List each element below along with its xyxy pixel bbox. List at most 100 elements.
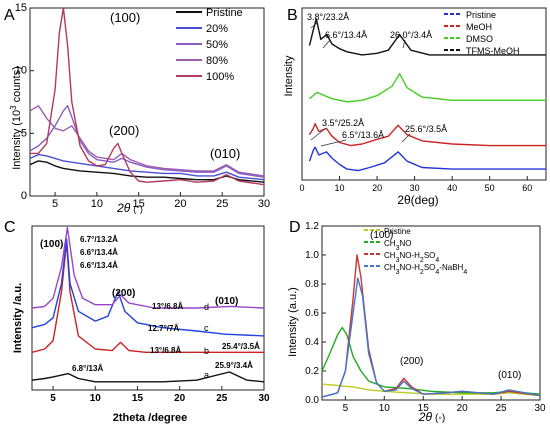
panel-c-annot-7: 25.4°/3.5Å bbox=[222, 342, 260, 351]
panel-c-annot-3: 6.6°/13.4Å bbox=[80, 261, 118, 270]
panel-d-ytick-label: 0.2 bbox=[305, 366, 319, 377]
panel-a-series-4 bbox=[30, 7, 265, 186]
panel-d-series-3 bbox=[321, 277, 541, 398]
panel-a-xtick-label: 30 bbox=[258, 198, 270, 210]
panel-a-xtick-label: 5 bbox=[52, 198, 58, 210]
panel-d-xtick-label: 15 bbox=[418, 403, 430, 414]
panel-d-legend-label: Pristine bbox=[384, 227, 411, 236]
panel-a-series-2 bbox=[29, 105, 265, 178]
panel-d-ylabel: Intensity (a.u.) bbox=[287, 287, 299, 357]
panel-c-annot-2: 6.6°/13.4Å bbox=[80, 248, 118, 257]
panel-c-letter: C bbox=[4, 219, 16, 236]
panel-d-peak-100: (100) bbox=[370, 230, 393, 241]
panel-c-xtick-label: 5 bbox=[50, 393, 56, 404]
panel-b-letter: B bbox=[287, 7, 298, 24]
panel-a-xtick-label: 10 bbox=[91, 198, 103, 210]
panel-c-curve-b: b bbox=[204, 346, 209, 356]
panel-c-plot: 5 10 15 20 25 30 bbox=[31, 225, 270, 404]
panel-c-series-3 bbox=[31, 226, 265, 309]
panel-b-xtick-label: 10 bbox=[335, 183, 345, 193]
panel-d-series-1 bbox=[321, 326, 541, 395]
panel-a-plot: 5 10 15 20 25 30 0 5 10 15 Pristine 20% 50% 80% 100% bbox=[15, 2, 270, 210]
panel-d-plot: 5 10 15 20 25 30 0.0 0.2 0.4 0.6 0.8 1.0 1.2 Pristine… bbox=[305, 221, 546, 414]
panel-a-ytick-label: 5 bbox=[21, 127, 27, 139]
panel-c-xtick-label: 20 bbox=[174, 393, 186, 404]
panel-c-curve-a: a bbox=[204, 370, 209, 380]
panel-b-xtick-label: 50 bbox=[485, 183, 495, 193]
panel-d-ytick-label: 0.0 bbox=[305, 395, 319, 406]
panel-d-xlabel: 2θ (◦) bbox=[418, 410, 445, 424]
panel-c-series-0 bbox=[31, 371, 265, 383]
panel-b-annot-6: 25.6°/3.5Å bbox=[405, 124, 447, 134]
panel-b-xtick-label: 30 bbox=[410, 183, 420, 193]
panel-b-xtick-label: 40 bbox=[447, 183, 457, 193]
panel-b-series-2 bbox=[309, 73, 546, 103]
panel-c-xtick-label: 15 bbox=[132, 393, 144, 404]
panel-c-annot-1: 6.7°/13.2Å bbox=[80, 235, 118, 244]
panel-b-annot-3: 26.0°/3.4Å bbox=[390, 30, 432, 40]
panel-d-peak-010: (010) bbox=[498, 370, 521, 381]
panel-c-xtick-label: 25 bbox=[216, 393, 228, 404]
panel-c-peak-010: (010) bbox=[215, 296, 238, 307]
panel-a: A 5 10 15 20 25 30 0 5 10 15 Pristine 20% 50% 80% 100%… bbox=[4, 2, 270, 215]
panel-c-peak-100: (100) bbox=[40, 239, 63, 250]
panel-c-annot-8: 6.8°/13Å bbox=[72, 364, 103, 373]
panel-a-frame bbox=[29, 7, 265, 197]
panel-a-legend: Pristine 20% 50% 80% 100% bbox=[176, 7, 243, 83]
panel-a-legend-label: 50% bbox=[206, 39, 228, 51]
panel-c-annot-6: 13°/6.8Å bbox=[150, 346, 181, 355]
panel-d-ytick-label: 0.4 bbox=[305, 337, 319, 348]
panel-d-legend-label: CH3NO-H2SO4 bbox=[384, 251, 439, 264]
panel-a-series-3 bbox=[29, 105, 265, 177]
panel-a-legend-label: Pristine bbox=[206, 7, 243, 19]
panel-b-legend-label: MeOH bbox=[466, 22, 492, 32]
panel-d-xtick-label: 25 bbox=[496, 403, 508, 414]
panel-c-series-2 bbox=[31, 238, 265, 337]
panel-c-curve-d: d bbox=[204, 302, 209, 312]
panel-b-annot-4: 3.5°/25.2Å bbox=[322, 118, 364, 128]
panel-b-legend-label: DMSO bbox=[466, 34, 493, 44]
panel-c-curve-c: c bbox=[204, 323, 209, 333]
panel-c: C 5 10 15 20 25 30 Intensity /a.u. 2theta /de… bbox=[4, 219, 270, 424]
panel-a-legend-label: 100% bbox=[206, 71, 234, 83]
panel-a-ytick-label: 15 bbox=[15, 2, 27, 14]
panel-a-ylabel: Intensity (103 counts) bbox=[9, 66, 23, 170]
panel-c-series-1 bbox=[31, 241, 264, 353]
panel-c-annot-9: 25.9°/3.4Å bbox=[215, 361, 253, 370]
panel-b-frame bbox=[301, 7, 547, 181]
panel-d-xtick-label: 30 bbox=[534, 403, 546, 414]
panel-d-xtick-label: 20 bbox=[457, 403, 469, 414]
panel-a-legend-label: 20% bbox=[206, 23, 228, 35]
panel-b-xtick-label: 0 bbox=[299, 183, 304, 193]
panel-a-xlabel: 2θ (°) bbox=[116, 201, 143, 215]
panel-b-legend-label: Pristine bbox=[466, 10, 496, 20]
panel-d-xtick-label: 10 bbox=[379, 403, 391, 414]
panel-c-ylabel: Intensity /a.u. bbox=[12, 283, 24, 353]
panel-c-xtick-label: 10 bbox=[90, 393, 102, 404]
panel-b-legend-label: TFMS-MeOH bbox=[466, 46, 520, 56]
panel-a-ytick-label: 0 bbox=[21, 190, 27, 202]
panel-b-ylabel: Intensity bbox=[283, 55, 295, 96]
panel-b-annot-5: 6.5°/13.6Å bbox=[342, 130, 384, 140]
panel-a-xtick-label: 25 bbox=[216, 198, 228, 210]
panel-a-peak-200: (200) bbox=[109, 123, 139, 138]
panel-d-ytick-label: 1.0 bbox=[305, 250, 319, 261]
panel-b-xlabel: 2θ(deg) bbox=[397, 193, 438, 207]
panel-a-ytick-label: 10 bbox=[15, 65, 27, 77]
panel-b-plot: 0 10 20 30 40 50 60 Pristine MeOH DMSO TFMS-MeOH bbox=[299, 7, 547, 193]
panel-b-series-1 bbox=[308, 123, 546, 147]
panel-b-annot-2: 6.6°/13.4Å bbox=[325, 30, 367, 40]
panel-d: D 5 10 15 20 25 30 0.0 0.2 0.4 0.6 0.8 1.0 1.2 Pristi… bbox=[287, 219, 546, 424]
panel-c-peak-200: (200) bbox=[112, 288, 135, 299]
panel-b-legend: Pristine MeOH DMSO TFMS-MeOH bbox=[444, 10, 520, 56]
panel-c-annot-4: 13°/6.8Å bbox=[152, 302, 183, 311]
panel-a-legend-label: 80% bbox=[206, 55, 228, 67]
panel-b: B 0 10 20 30 40 50 60 Pristine MeOH DMSO TFMS-MeOH… bbox=[283, 7, 547, 207]
panel-b-annot-1: 3.8°/23.2Å bbox=[307, 12, 349, 22]
panel-a-xtick-label: 15 bbox=[133, 198, 145, 210]
panel-a-xtick-label: 20 bbox=[174, 198, 186, 210]
panel-d-ytick-label: 0.8 bbox=[305, 279, 319, 290]
panel-d-letter: D bbox=[289, 219, 301, 236]
panel-c-xtick-label: 30 bbox=[258, 393, 270, 404]
